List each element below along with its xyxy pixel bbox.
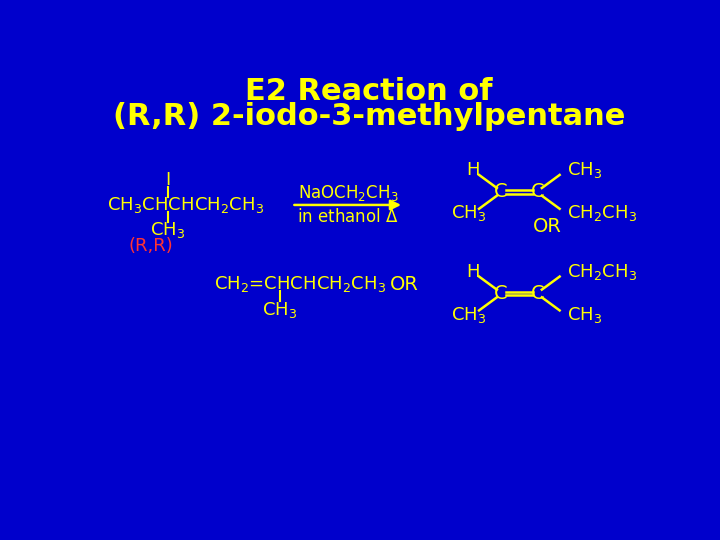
- Text: (R,R): (R,R): [128, 237, 173, 255]
- Text: OR: OR: [390, 275, 418, 294]
- Text: in ethanol $\Delta$: in ethanol $\Delta$: [297, 208, 399, 226]
- Text: CH$_3$: CH$_3$: [567, 160, 603, 180]
- Text: CH$_3$: CH$_3$: [451, 305, 486, 325]
- Text: CH$_3$CHCHCH$_2$CH$_3$: CH$_3$CHCHCH$_2$CH$_3$: [107, 195, 264, 215]
- Text: CH$_3$: CH$_3$: [262, 300, 297, 320]
- Text: C: C: [494, 183, 508, 201]
- Text: OR: OR: [533, 217, 562, 236]
- Text: CH$_2$=CHCHCH$_2$CH$_3$: CH$_2$=CHCHCH$_2$CH$_3$: [214, 274, 386, 294]
- Text: CH$_3$: CH$_3$: [567, 305, 603, 325]
- Text: H: H: [466, 161, 480, 179]
- Text: C: C: [531, 284, 545, 303]
- Text: C: C: [494, 284, 508, 303]
- Text: CH$_3$: CH$_3$: [451, 204, 486, 224]
- Text: CH$_2$CH$_3$: CH$_2$CH$_3$: [567, 204, 637, 224]
- Text: H: H: [466, 263, 480, 281]
- Text: NaOCH$_2$CH$_3$: NaOCH$_2$CH$_3$: [298, 183, 398, 202]
- Text: E2 Reaction of: E2 Reaction of: [246, 77, 492, 106]
- Text: CH$_2$CH$_3$: CH$_2$CH$_3$: [567, 262, 637, 282]
- Text: CH$_3$: CH$_3$: [150, 220, 185, 240]
- Text: (R,R) 2-iodo-3-methylpentane: (R,R) 2-iodo-3-methylpentane: [113, 102, 625, 131]
- Text: I: I: [165, 171, 170, 190]
- Text: C: C: [531, 183, 545, 201]
